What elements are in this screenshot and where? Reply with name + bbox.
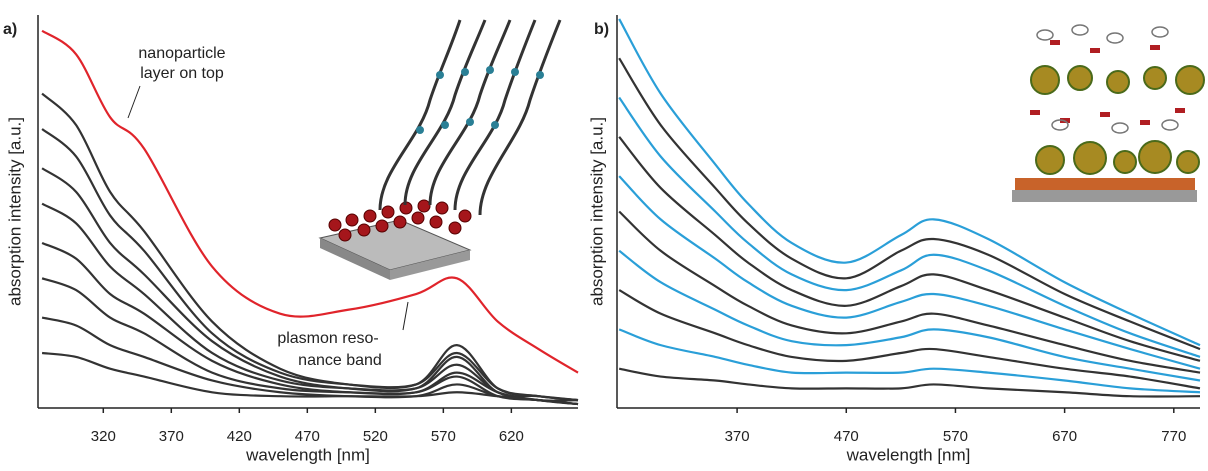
annotation: nanoparticle [138,45,225,62]
leader-line [402,301,409,331]
x-tick-label: 370 [159,428,184,445]
spectrum [618,96,1201,358]
x-tick-label: 670 [1052,428,1077,445]
spectrum [618,328,1201,394]
spectrum [618,175,1201,370]
x-tick-label: 420 [227,428,252,445]
y-axis-label: absorption intensity [a.u.] [5,117,24,306]
y-axis-label: absorption intensity [a.u.] [587,117,606,306]
spectrum [618,289,1201,390]
panel-label: a) [3,21,17,38]
x-axis-label: wavelength [nm] [245,445,370,464]
x-tick-label: 520 [363,428,388,445]
leader-line [127,85,141,119]
annotation: layer on top [140,65,224,82]
x-tick-label: 620 [499,428,524,445]
spectrum [41,29,579,374]
x-tick-label: 770 [1161,428,1186,445]
spectrum [41,241,579,406]
x-tick-label: 570 [943,428,968,445]
annotation: plasmon reso- [277,330,378,347]
inset-b [1012,24,1205,202]
spectrum [618,367,1201,398]
annotation: nance band [298,352,382,369]
spectrum [41,128,579,402]
panel-label: b) [594,21,609,38]
spectrum [618,136,1201,362]
spectrum [618,57,1201,351]
x-tick-label: 470 [295,428,320,445]
spectrum [41,351,579,406]
x-tick-label: 570 [431,428,456,445]
x-tick-label: 370 [725,428,750,445]
spectrum [618,18,1201,347]
spectrum [618,249,1201,382]
spectrum [618,210,1201,374]
inset-a [318,19,562,280]
x-tick-label: 470 [834,428,859,445]
x-tick-label: 320 [91,428,116,445]
x-axis-label: wavelength [nm] [846,445,971,464]
